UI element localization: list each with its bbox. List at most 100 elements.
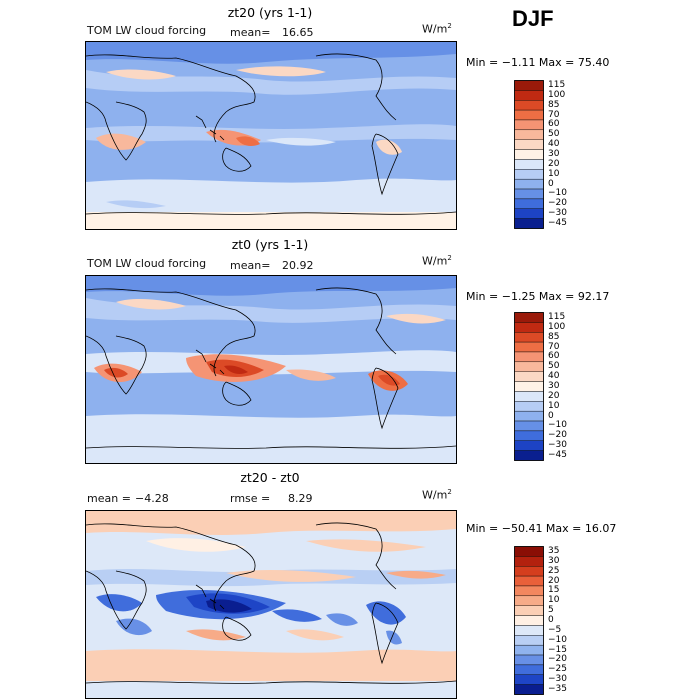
colorbar-tick-label: 100 <box>548 89 566 100</box>
map-field-middle <box>86 276 456 463</box>
colorbar-tick-label: −45 <box>548 450 567 461</box>
colorbar-swatch <box>514 198 544 209</box>
colorbar-swatch <box>514 129 544 140</box>
colorbar-tick-label: 10 <box>548 400 560 411</box>
colorbar-tick-label: 0 <box>548 178 554 189</box>
min-max-middle: Min = −1.25 Max = 92.17 <box>466 290 610 303</box>
colorbar-swatch <box>514 635 544 646</box>
colorbar-swatch <box>514 556 544 567</box>
colorbar-swatch <box>514 654 544 666</box>
colorbar-tick-label: 70 <box>548 341 560 352</box>
colorbar-swatch <box>514 566 544 577</box>
colorbar-tick-label: 20 <box>548 390 560 401</box>
colorbar-swatch <box>514 664 544 675</box>
colorbar-tick-label: 30 <box>548 149 560 159</box>
min-max-bottom: Min = −50.41 Max = 16.07 <box>466 522 617 535</box>
colorbar-tick-label: 60 <box>548 119 560 130</box>
colorbar-swatch <box>514 149 544 160</box>
colorbar-tick-label: 50 <box>548 129 560 140</box>
colorbar-tick-label: 40 <box>548 371 560 382</box>
colorbar-tick-label: 25 <box>548 565 560 576</box>
colorbar-tick-label: 15 <box>548 585 560 596</box>
colorbar-swatch <box>514 109 544 121</box>
colorbar-tick-label: 85 <box>548 99 560 110</box>
colorbar-swatch <box>514 169 544 180</box>
colorbar-swatch <box>514 615 544 626</box>
mean-value-middle: 20.92 <box>282 259 314 272</box>
colorbar-tick-label: 115 <box>548 79 566 90</box>
colorbar-swatch <box>514 575 544 587</box>
panel-title-middle: zt0 (yrs 1-1) <box>231 237 309 252</box>
colorbar-tick-label: 20 <box>548 575 560 586</box>
colorbar-swatch <box>514 90 544 101</box>
mean-label-middle: mean= <box>230 259 271 272</box>
colorbar-tick-label: 20 <box>548 158 560 169</box>
colorbar-swatch <box>514 684 544 695</box>
colorbar-tick-label: −45 <box>548 218 567 229</box>
colorbar-swatch <box>514 208 544 219</box>
colorbar-tick-label: 50 <box>548 361 560 372</box>
colorbar-swatch <box>514 605 544 616</box>
colorbar-tick-label: 60 <box>548 351 560 362</box>
colorbar-swatch <box>514 401 544 412</box>
colorbar-swatch <box>514 188 544 200</box>
mean-label-top: mean= <box>230 26 271 39</box>
colorbar-swatch <box>514 585 544 597</box>
colorbar-tick-label: 30 <box>548 381 560 391</box>
colorbar-tick-label: −30 <box>548 208 567 219</box>
colorbar-swatch <box>514 450 544 461</box>
colorbar-swatch <box>514 119 544 131</box>
colorbar-swatch <box>514 218 544 229</box>
panel-title-top: zt20 (yrs 1-1) <box>227 5 313 20</box>
colorbar-swatch <box>514 440 544 451</box>
colorbar-swatch <box>514 351 544 363</box>
colorbar-top <box>514 80 544 229</box>
units-top: W/m2 <box>422 22 452 36</box>
colorbar-bottom <box>514 546 544 695</box>
colorbar-swatch <box>514 410 544 422</box>
colorbar-swatch <box>514 159 544 170</box>
colorbar-tick-label: −20 <box>548 198 567 209</box>
colorbar-swatch <box>514 322 544 333</box>
colorbar-tick-label: −30 <box>548 674 567 685</box>
map-field-bottom <box>86 511 456 698</box>
colorbar-swatch <box>514 332 544 343</box>
mean-label-bottom: mean = <box>87 492 131 505</box>
colorbar-swatch <box>514 674 544 685</box>
colorbar-tick-label: −5 <box>548 624 562 635</box>
colorbar-tick-label: 30 <box>548 555 560 566</box>
colorbar-tick-label: 10 <box>548 595 560 606</box>
colorbar-swatch <box>514 546 544 557</box>
map-middle <box>85 275 457 464</box>
colorbar-swatch <box>514 371 544 382</box>
variable-label-middle: TOM LW cloud forcing <box>87 257 207 270</box>
variable-label-top: TOM LW cloud forcing <box>87 24 207 37</box>
colorbar-swatch <box>514 80 544 91</box>
colorbar-swatch <box>514 178 544 190</box>
map-field-top <box>86 42 456 229</box>
units-middle: W/m2 <box>422 254 452 268</box>
colorbar-tick-label: 35 <box>548 545 560 556</box>
colorbar-tick-label: 40 <box>548 139 560 150</box>
colorbar-swatch <box>514 391 544 402</box>
colorbar-tick-label: −25 <box>548 664 567 675</box>
min-max-top: Min = −1.11 Max = 75.40 <box>466 56 610 69</box>
colorbar-tick-label: 70 <box>548 109 560 120</box>
map-bottom <box>85 510 457 699</box>
colorbar-swatch <box>514 430 544 441</box>
colorbar-swatch <box>514 644 544 656</box>
colorbar-swatch <box>514 625 544 636</box>
colorbar-tick-label: 0 <box>548 615 554 625</box>
colorbar-tick-label: 85 <box>548 331 560 342</box>
colorbar-tick-label: −10 <box>548 188 567 199</box>
colorbar-tick-label: −20 <box>548 430 567 441</box>
rmse-label-bottom: rmse = <box>230 492 271 505</box>
colorbar-swatch <box>514 341 544 353</box>
colorbar-swatch <box>514 381 544 392</box>
colorbar-tick-label: 115 <box>548 311 566 322</box>
colorbar-tick-label: 10 <box>548 168 560 179</box>
colorbar-swatch <box>514 420 544 432</box>
colorbar-tick-label: −10 <box>548 420 567 431</box>
mean-value-top: 16.65 <box>282 26 314 39</box>
mean-value-bottom: −4.28 <box>135 492 169 505</box>
